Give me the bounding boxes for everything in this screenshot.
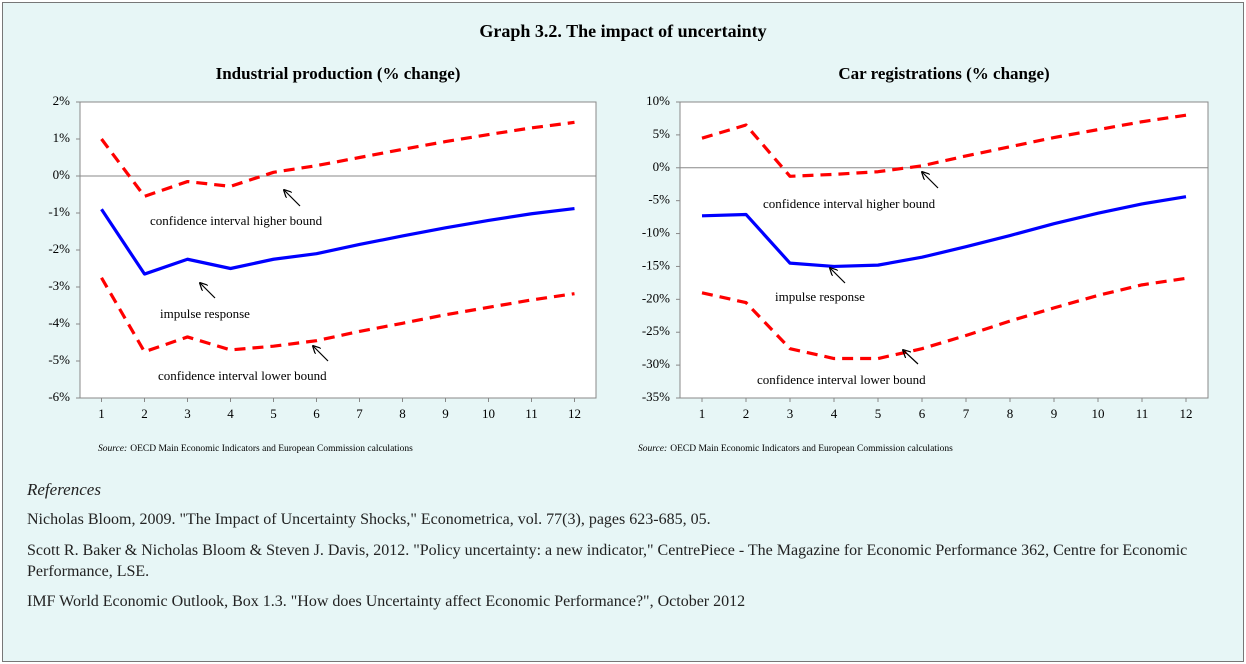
source-label: Source: bbox=[638, 444, 667, 454]
annotation-arrow bbox=[313, 346, 329, 362]
y-tick-label: 5% bbox=[653, 126, 671, 141]
x-tick-label: 12 bbox=[1180, 406, 1193, 421]
x-tick-label: 2 bbox=[141, 406, 148, 421]
y-tick-label: -10% bbox=[642, 225, 670, 240]
y-tick-label: -35% bbox=[642, 389, 670, 404]
reference: Nicholas Bloom, 2009. "The Impact of Unc… bbox=[27, 511, 711, 528]
y-tick-label: 0% bbox=[653, 159, 671, 174]
x-tick-label: 6 bbox=[919, 406, 926, 421]
y-tick-label: -6% bbox=[48, 389, 70, 404]
x-tick-label: 9 bbox=[442, 406, 449, 421]
x-tick-label: 11 bbox=[525, 406, 538, 421]
series-line bbox=[701, 276, 1187, 361]
series-line bbox=[100, 206, 575, 276]
x-tick-label: 2 bbox=[743, 406, 750, 421]
plot-area bbox=[679, 101, 1209, 399]
annotation-arrow bbox=[922, 172, 939, 189]
x-tick-label: 12 bbox=[568, 406, 581, 421]
y-tick-label: -3% bbox=[48, 278, 70, 293]
source: Source: OECD Main Economic Indicators and… bbox=[98, 444, 413, 454]
source: Source: OECD Main Economic Indicators and… bbox=[638, 444, 953, 454]
annotation-arrow bbox=[200, 283, 216, 299]
figure-title: Graph 3.2. The impact of uncertainty bbox=[479, 21, 766, 41]
chart-title: Industrial production (% change) bbox=[216, 64, 461, 83]
x-tick-label: 5 bbox=[270, 406, 277, 421]
x-tick-label: 11 bbox=[1136, 406, 1149, 421]
y-tick-label: 2% bbox=[53, 93, 71, 108]
annotation-arrow bbox=[284, 190, 301, 207]
x-tick-label: 4 bbox=[227, 406, 234, 421]
y-tick-label: -4% bbox=[48, 315, 70, 330]
y-tick-label: -2% bbox=[48, 241, 70, 256]
series-label: impulse response bbox=[775, 289, 865, 304]
series-label: confidence interval lower bound bbox=[158, 368, 327, 383]
y-tick-label: 0% bbox=[53, 167, 71, 182]
x-tick-label: 7 bbox=[963, 406, 970, 421]
x-tick-label: 3 bbox=[184, 406, 191, 421]
charts: Graph 3.2. The impact of uncertainty Ind… bbox=[48, 21, 1209, 454]
series-line bbox=[100, 120, 575, 198]
series-line bbox=[701, 113, 1187, 178]
y-tick-label: 1% bbox=[53, 130, 71, 145]
annotation-arrow bbox=[903, 350, 919, 365]
source-label: Source: bbox=[98, 444, 127, 454]
x-tick-label: 1 bbox=[98, 406, 105, 421]
series-label: confidence interval higher bound bbox=[763, 196, 936, 211]
y-tick-label: -20% bbox=[642, 290, 670, 305]
y-tick-label: -15% bbox=[642, 257, 670, 272]
x-tick-label: 10 bbox=[482, 406, 495, 421]
x-tick-label: 8 bbox=[399, 406, 406, 421]
series-line bbox=[701, 195, 1187, 269]
y-tick-label: 10% bbox=[646, 93, 670, 108]
annotation-arrow bbox=[830, 268, 846, 284]
y-tick-label: -1% bbox=[48, 204, 70, 219]
y-tick-label: -5% bbox=[648, 192, 670, 207]
y-tick-label: -5% bbox=[48, 352, 70, 367]
references-heading: References bbox=[27, 480, 101, 499]
x-tick-label: 4 bbox=[831, 406, 838, 421]
x-tick-label: 6 bbox=[313, 406, 320, 421]
series-label: confidence interval lower bound bbox=[757, 372, 926, 387]
reference: IMF World Economic Outlook, Box 1.3. "Ho… bbox=[27, 593, 746, 610]
reference: Scott R. Baker & Nicholas Bloom & Steven… bbox=[27, 542, 1188, 580]
x-tick-label: 7 bbox=[356, 406, 363, 421]
x-tick-label: 10 bbox=[1092, 406, 1105, 421]
y-tick-label: -25% bbox=[642, 323, 670, 338]
series-label: impulse response bbox=[160, 306, 250, 321]
x-tick-label: 5 bbox=[875, 406, 882, 421]
chart-title: Car registrations (% change) bbox=[838, 64, 1049, 83]
y-tick-label: -30% bbox=[642, 356, 670, 371]
x-tick-label: 8 bbox=[1007, 406, 1014, 421]
source-text: OECD Main Economic Indicators and Europe… bbox=[670, 444, 953, 454]
x-tick-label: 3 bbox=[787, 406, 794, 421]
series-label: confidence interval higher bound bbox=[150, 213, 323, 228]
source-text: OECD Main Economic Indicators and Europe… bbox=[130, 444, 413, 454]
x-tick-label: 9 bbox=[1051, 406, 1058, 421]
x-tick-label: 1 bbox=[699, 406, 706, 421]
